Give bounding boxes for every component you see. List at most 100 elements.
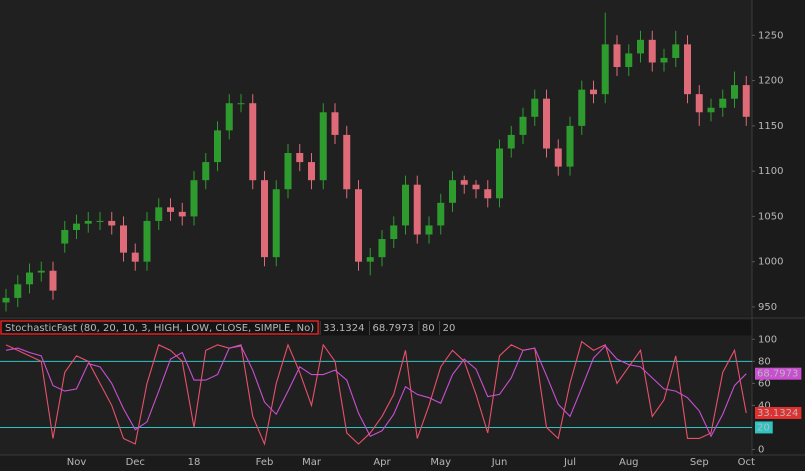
candle-body bbox=[73, 223, 80, 230]
value-box bbox=[755, 421, 773, 434]
y-tick-label: 0 bbox=[758, 444, 764, 455]
candle-body bbox=[531, 98, 539, 117]
x-tick-label: Oct bbox=[738, 457, 755, 468]
legend-value: 68.7973 bbox=[372, 323, 413, 334]
candle-body bbox=[355, 189, 362, 262]
indicator-header bbox=[0, 320, 752, 335]
y-tick-label: 40 bbox=[758, 400, 771, 411]
candle-body bbox=[660, 57, 668, 63]
candle-body bbox=[543, 98, 550, 149]
x-tick-label: May bbox=[430, 457, 451, 468]
x-tick-label: 18 bbox=[188, 457, 201, 468]
candle-body bbox=[413, 184, 421, 235]
candle-body bbox=[437, 202, 445, 226]
candle-body bbox=[449, 180, 456, 203]
candle-body bbox=[331, 112, 339, 135]
candle-body bbox=[402, 184, 409, 226]
candle-body bbox=[707, 107, 715, 113]
x-tick-label: Dec bbox=[126, 457, 145, 468]
y-tick-label: 950 bbox=[758, 302, 777, 313]
candle-body bbox=[131, 252, 139, 262]
candle-body bbox=[37, 270, 45, 273]
x-tick-label: Feb bbox=[256, 457, 274, 468]
x-tick-label: Jul bbox=[563, 457, 576, 468]
y-tick-label: 1100 bbox=[758, 166, 783, 177]
value-box-label: 33.1324 bbox=[757, 408, 798, 419]
candle-body bbox=[684, 44, 691, 95]
candle-body bbox=[308, 162, 315, 181]
y-tick-label: 80 bbox=[758, 356, 771, 367]
candle-body bbox=[202, 162, 210, 181]
value-box bbox=[755, 367, 802, 380]
candle-body bbox=[143, 220, 151, 262]
candle-body bbox=[96, 220, 104, 222]
candle-body bbox=[26, 272, 33, 285]
y-tick-label: 60 bbox=[758, 378, 771, 389]
candle-body bbox=[648, 39, 656, 63]
candle-body bbox=[378, 239, 386, 258]
candle-body bbox=[108, 220, 116, 226]
x-tick-label: Aug bbox=[619, 457, 639, 468]
candle-body bbox=[366, 257, 374, 262]
x-tick-label: Sep bbox=[690, 457, 709, 468]
candle-body bbox=[554, 148, 562, 167]
candle-body bbox=[601, 44, 609, 95]
candle-body bbox=[742, 85, 750, 117]
candle-body bbox=[120, 225, 127, 253]
x-tick-label: Jun bbox=[491, 457, 508, 468]
indicator-title: StochasticFast (80, 20, 10, 3, HIGH, LOW… bbox=[5, 323, 314, 334]
candle-body bbox=[625, 53, 633, 68]
candle-body bbox=[61, 229, 69, 244]
x-tick-label: Nov bbox=[67, 457, 87, 468]
candle-body bbox=[284, 153, 292, 190]
candle-body bbox=[84, 220, 92, 224]
y-tick-label: 100 bbox=[758, 334, 777, 345]
candle-body bbox=[249, 103, 257, 181]
candle-body bbox=[214, 130, 221, 163]
stoch-line bbox=[5, 340, 747, 446]
candle-body bbox=[672, 44, 680, 58]
candle-body bbox=[496, 148, 503, 199]
candle-body bbox=[425, 225, 433, 235]
value-box-label: 20 bbox=[757, 422, 770, 433]
legend-value: 80 bbox=[422, 323, 435, 334]
y-tick-label: 1150 bbox=[758, 121, 783, 132]
title-box bbox=[0, 320, 319, 335]
candle-body bbox=[578, 89, 586, 126]
candle-body bbox=[178, 211, 186, 217]
candle-body bbox=[167, 207, 174, 212]
value-box-label: 68.7973 bbox=[757, 369, 798, 380]
price-panel bbox=[0, 0, 752, 316]
value-box bbox=[755, 406, 802, 419]
y-tick-label: 1250 bbox=[758, 30, 783, 41]
x-tick-label: Mar bbox=[302, 457, 322, 468]
candle-body bbox=[225, 103, 233, 131]
candle-body bbox=[637, 39, 644, 54]
candle-body bbox=[613, 44, 621, 68]
candle-body bbox=[566, 125, 574, 167]
candle-body bbox=[2, 297, 10, 303]
candle-body bbox=[507, 134, 515, 149]
candle-body bbox=[590, 89, 597, 95]
candle-body bbox=[484, 189, 492, 199]
y-tick-label: 1050 bbox=[758, 211, 783, 222]
candle-body bbox=[519, 116, 527, 135]
candle-body bbox=[272, 189, 280, 258]
candle-body bbox=[695, 94, 703, 113]
candle-body bbox=[190, 180, 198, 217]
candle-body bbox=[343, 134, 351, 190]
candle-body bbox=[390, 225, 398, 240]
candle-body bbox=[14, 284, 22, 298]
candle-body bbox=[460, 180, 468, 185]
candle-body bbox=[296, 153, 304, 163]
candle-body bbox=[719, 98, 727, 108]
y-tick-label: 1000 bbox=[758, 257, 783, 268]
candle-body bbox=[49, 270, 57, 291]
candle-body bbox=[731, 85, 738, 99]
candle-body bbox=[472, 184, 480, 190]
candle-body bbox=[319, 112, 327, 181]
candle-body bbox=[261, 180, 268, 258]
candle-body bbox=[155, 207, 163, 221]
legend-value: 33.1324 bbox=[323, 323, 364, 334]
